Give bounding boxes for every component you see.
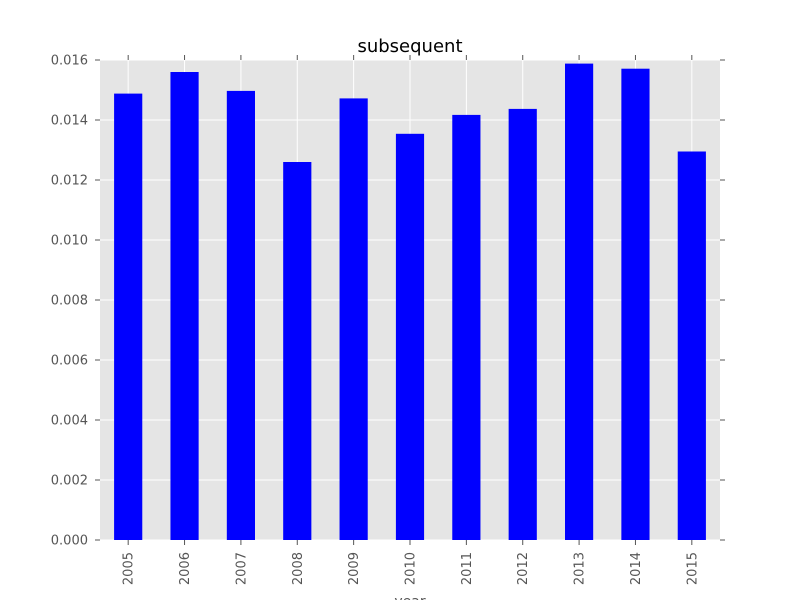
bar <box>114 93 143 540</box>
x-tick-label: 2014 <box>629 552 644 585</box>
x-tick-label: 2006 <box>178 552 193 585</box>
y-tick-label: 0.002 <box>51 474 88 489</box>
bar <box>339 98 368 541</box>
y-tick-label: 0.014 <box>51 114 88 129</box>
bar <box>565 63 594 540</box>
chart-title: subsequent <box>357 36 462 57</box>
bars <box>114 63 706 541</box>
x-tick-label: 2012 <box>516 552 531 585</box>
x-tick-label: 2015 <box>685 552 700 585</box>
x-axis: 2005 2006 2007 2008 2009 2010 2011 2012 2013 2014… <box>122 55 700 585</box>
y-tick-label: 0.006 <box>51 354 88 369</box>
y-tick-label: 0.008 <box>51 294 88 309</box>
x-tick-label: 2008 <box>291 552 306 585</box>
x-tick-label: 2009 <box>347 552 362 585</box>
y-axis: 0.000 0.002 0.004 0.006 0.008 0.010 0.012 0.014… <box>51 54 725 549</box>
y-tick-label: 0.004 <box>51 414 88 429</box>
bar <box>226 90 255 541</box>
x-tick-label: 2010 <box>404 552 419 585</box>
y-tick-label: 0.010 <box>51 234 88 249</box>
bar <box>283 162 312 540</box>
x-tick-label: 2011 <box>460 552 475 585</box>
bar <box>170 72 199 540</box>
bar <box>677 151 706 540</box>
y-tick-label: 0.016 <box>51 54 88 69</box>
x-tick-label: 2013 <box>573 552 588 585</box>
bar <box>621 68 650 540</box>
y-tick-label: 0.012 <box>51 174 88 189</box>
x-tick-label: 2007 <box>234 552 249 585</box>
x-axis-label: year <box>394 594 425 600</box>
x-tick-label: 2005 <box>122 552 137 585</box>
bar <box>508 108 537 541</box>
y-tick-label: 0.000 <box>51 534 88 549</box>
bar <box>395 133 425 541</box>
bar <box>452 114 481 541</box>
